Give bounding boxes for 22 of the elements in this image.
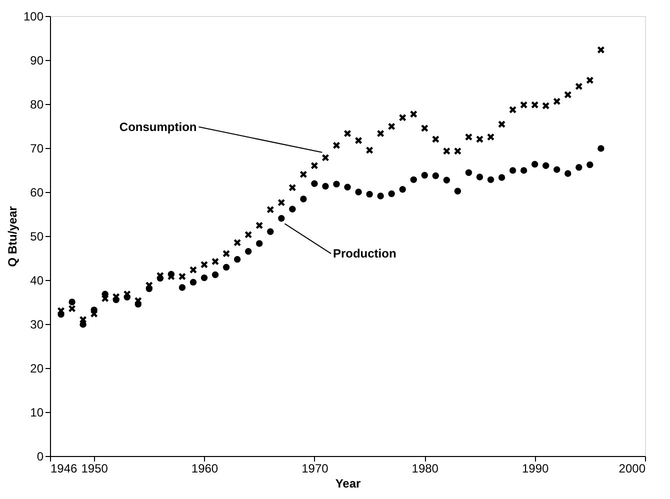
x-axis-title: Year — [335, 476, 362, 490]
y-tick-label: 90 — [30, 54, 44, 68]
y-axis-title: Q Btu/year — [5, 206, 20, 267]
y-tick-label: 60 — [30, 186, 44, 200]
x-tick-label: 1950 — [81, 462, 108, 476]
y-tick-label: 70 — [30, 142, 44, 156]
y-tick-label: 100 — [23, 10, 44, 24]
y-tick-label: 80 — [30, 98, 44, 112]
y-tick-label: 30 — [30, 318, 44, 332]
y-tick-label: 20 — [30, 362, 44, 376]
y-tick-label: 10 — [30, 406, 44, 420]
x-tick-label: 2000 — [618, 462, 646, 476]
y-tick-label: 0 — [36, 450, 44, 464]
text: Production — [332, 246, 396, 261]
x-tick-label: 1980 — [412, 462, 439, 476]
x-tick-label: 1990 — [522, 462, 549, 476]
x-tick-label: 1960 — [191, 462, 218, 476]
y-tick-label: 50 — [30, 230, 44, 244]
y-tick-label: 40 — [30, 274, 44, 288]
x-tick-label: 1970 — [302, 462, 329, 476]
text: Consumption — [119, 120, 197, 134]
x-tick-label: 1946 — [50, 462, 78, 476]
